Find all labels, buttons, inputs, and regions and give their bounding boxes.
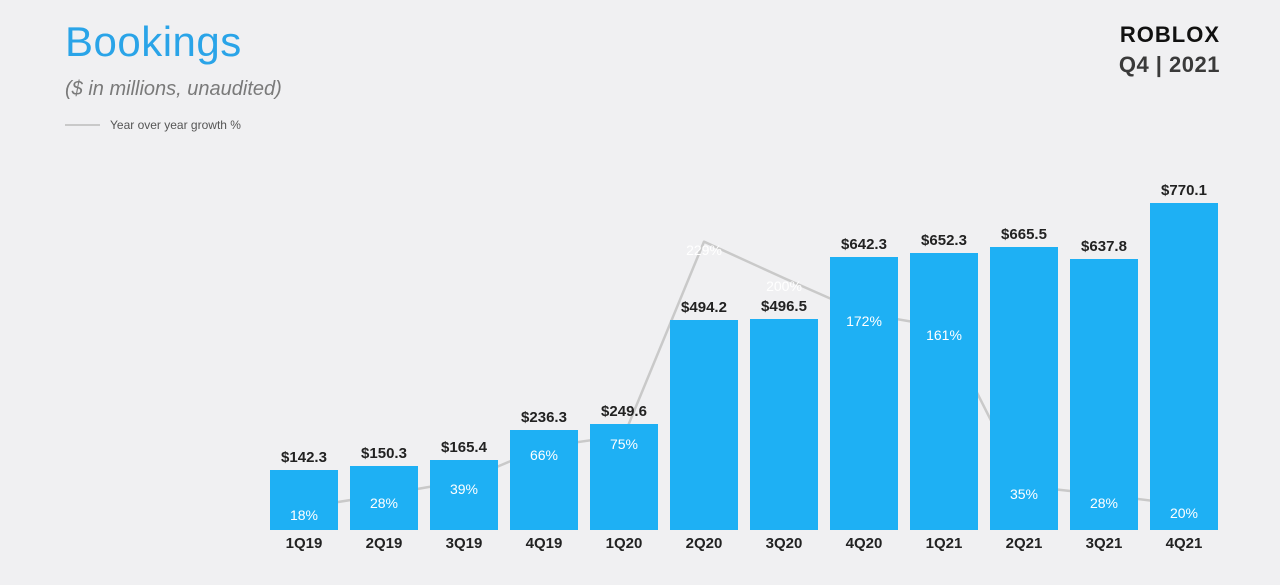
legend: Year over year growth % [65, 118, 241, 132]
bar-value-label: $494.2 [670, 299, 738, 316]
x-axis-label: 2Q19 [350, 535, 418, 552]
x-axis-label: 4Q19 [510, 535, 578, 552]
bar [1150, 203, 1218, 530]
x-axis-label: 3Q20 [750, 535, 818, 552]
growth-label: 161% [926, 327, 962, 343]
bar [1070, 259, 1138, 530]
growth-label: 35% [1010, 486, 1038, 502]
bar [830, 257, 898, 530]
bookings-chart: $142.3 18% $150.3 28% $165.4 39% $236.3 66% $249… [270, 190, 1230, 560]
growth-label: 75% [610, 436, 638, 452]
brand-logo: ROBLOX [1120, 22, 1220, 48]
bar-group: $637.8 [1070, 190, 1138, 530]
x-axis-label: 1Q19 [270, 535, 338, 552]
growth-label: 172% [846, 313, 882, 329]
x-axis-label: 2Q20 [670, 535, 738, 552]
bar-group: $652.3 [910, 190, 978, 530]
bar-group: $236.3 [510, 190, 578, 530]
bar-value-label: $637.8 [1070, 238, 1138, 255]
bar-group: $249.6 [590, 190, 658, 530]
chart-plot-area: $142.3 18% $150.3 28% $165.4 39% $236.3 66% $249… [270, 190, 1230, 530]
x-axis-label: 4Q21 [1150, 535, 1218, 552]
bar-value-label: $165.4 [430, 439, 498, 456]
growth-label: 18% [290, 507, 318, 523]
bar-value-label: $642.3 [830, 236, 898, 253]
period-label: Q4 | 2021 [1119, 52, 1220, 78]
bar-group: $642.3 [830, 190, 898, 530]
bar-value-label: $236.3 [510, 409, 578, 426]
bar-group: $770.1 [1150, 190, 1218, 530]
growth-label: 200% [766, 278, 802, 294]
page-title: Bookings [65, 18, 242, 66]
bar-value-label: $249.6 [590, 403, 658, 420]
bar [750, 319, 818, 530]
bar-group: $496.5 [750, 190, 818, 530]
x-axis-label: 2Q21 [990, 535, 1058, 552]
bar-group: $142.3 [270, 190, 338, 530]
bar-value-label: $652.3 [910, 232, 978, 249]
growth-label: 66% [530, 447, 558, 463]
bar-value-label: $770.1 [1150, 182, 1218, 199]
bar-value-label: $496.5 [750, 298, 818, 315]
bar [510, 430, 578, 530]
bar-value-label: $142.3 [270, 449, 338, 466]
bar-group: $150.3 [350, 190, 418, 530]
growth-label: 28% [1090, 495, 1118, 511]
x-axis-label: 1Q20 [590, 535, 658, 552]
x-axis-label: 3Q21 [1070, 535, 1138, 552]
slide: Bookings ($ in millions, unaudited) ROBL… [0, 0, 1280, 585]
growth-label: 20% [1170, 505, 1198, 521]
x-axis-label: 4Q20 [830, 535, 898, 552]
bar-value-label: $665.5 [990, 226, 1058, 243]
x-axis-label: 1Q21 [910, 535, 978, 552]
bar [670, 320, 738, 530]
growth-label: 39% [450, 481, 478, 497]
bar-value-label: $150.3 [350, 445, 418, 462]
growth-label: 229% [686, 242, 722, 258]
x-axis-label: 3Q19 [430, 535, 498, 552]
bar [910, 253, 978, 530]
legend-line-icon [65, 124, 100, 126]
page-subtitle: ($ in millions, unaudited) [65, 78, 282, 101]
legend-label: Year over year growth % [110, 118, 241, 132]
bar-group: $665.5 [990, 190, 1058, 530]
growth-label: 28% [370, 495, 398, 511]
bar-group: $165.4 [430, 190, 498, 530]
